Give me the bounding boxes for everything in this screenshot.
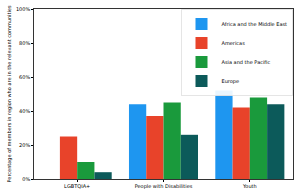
svg-text:Americas: Americas xyxy=(222,40,246,46)
svg-text:Percentage of members in regio: Percentage of members in region who are … xyxy=(6,5,13,182)
svg-text:Asia and the Pacific: Asia and the Pacific xyxy=(222,59,271,65)
svg-text:Africa and the Middle East: Africa and the Middle East xyxy=(222,21,288,27)
svg-text:80%: 80% xyxy=(19,40,30,46)
svg-text:60%: 60% xyxy=(19,74,30,80)
svg-text:0%: 0% xyxy=(22,176,30,182)
svg-text:Europe: Europe xyxy=(222,78,240,85)
svg-text:Youth: Youth xyxy=(242,183,257,189)
svg-text:40%: 40% xyxy=(19,108,30,114)
svg-text:People with Disabilities: People with Disabilities xyxy=(135,183,193,190)
svg-text:LGBTQIA+: LGBTQIA+ xyxy=(64,183,90,189)
svg-text:100%: 100% xyxy=(16,6,31,12)
svg-text:20%: 20% xyxy=(19,142,30,148)
